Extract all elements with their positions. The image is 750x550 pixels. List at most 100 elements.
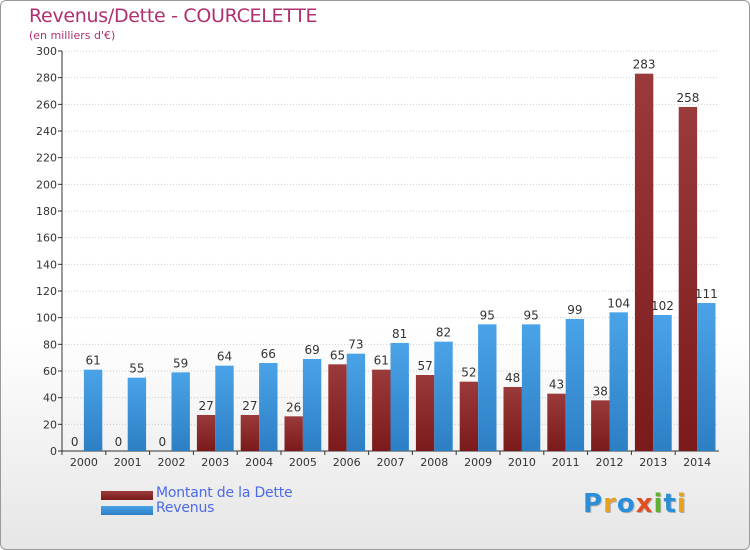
legend-label-revenue: Revenus xyxy=(156,500,215,516)
bar-revenue xyxy=(302,359,322,451)
data-label-revenue: 61 xyxy=(85,354,100,368)
data-label-revenue: 64 xyxy=(217,350,232,364)
y-tick-label: 140 xyxy=(36,258,57,271)
bar-revenue xyxy=(609,312,628,451)
bar-revenue xyxy=(346,353,366,451)
logo-letter: i xyxy=(653,489,664,519)
x-tick-label: 2013 xyxy=(639,456,667,469)
x-tick-label: 2008 xyxy=(420,456,448,469)
legend-swatch-debt xyxy=(101,491,153,500)
bar-revenue xyxy=(697,303,716,451)
y-tick-label: 0 xyxy=(50,445,57,458)
bar-debt xyxy=(240,415,260,451)
bar-revenue xyxy=(215,365,234,451)
y-tick-label: 40 xyxy=(43,392,57,405)
y-tick-label: 220 xyxy=(36,152,57,165)
data-label-debt: 52 xyxy=(461,366,476,380)
data-label-revenue: 59 xyxy=(173,356,188,370)
x-tick-label: 2014 xyxy=(683,456,711,469)
data-label-debt: 26 xyxy=(286,400,301,414)
bar-debt xyxy=(459,381,479,451)
logo-letter: P xyxy=(583,489,604,519)
x-tick-label: 2004 xyxy=(245,456,273,469)
bar-revenue xyxy=(565,319,585,451)
data-label-revenue: 95 xyxy=(480,308,495,322)
data-label-debt: 27 xyxy=(198,399,213,413)
bar-revenue xyxy=(390,343,409,451)
bar-revenue xyxy=(127,377,147,451)
bar-debt xyxy=(196,415,216,451)
data-label-debt: 61 xyxy=(374,354,389,368)
data-label-debt: 0 xyxy=(115,435,123,449)
data-label-revenue: 55 xyxy=(129,362,144,376)
logo-letter: x xyxy=(635,489,654,519)
bar-revenue xyxy=(478,324,497,451)
y-tick-label: 80 xyxy=(43,338,57,351)
data-label-debt: 43 xyxy=(549,378,564,392)
y-tick-label: 200 xyxy=(36,178,57,191)
data-label-debt: 48 xyxy=(505,371,520,385)
data-label-debt: 27 xyxy=(242,399,257,413)
x-tick-label: 2012 xyxy=(596,456,624,469)
x-tick-label: 2009 xyxy=(464,456,492,469)
logo-letter: r xyxy=(603,489,617,519)
y-tick-label: 260 xyxy=(36,98,57,111)
bar-revenue xyxy=(171,372,190,451)
bar-revenue xyxy=(434,341,453,451)
x-tick-label: 2003 xyxy=(201,456,229,469)
logo-letter: t xyxy=(663,489,677,519)
data-label-revenue: 66 xyxy=(261,347,276,361)
data-label-debt: 38 xyxy=(593,384,608,398)
data-label-revenue: 104 xyxy=(607,296,630,310)
y-tick-label: 180 xyxy=(36,205,57,218)
bar-debt xyxy=(591,400,610,451)
x-tick-label: 2002 xyxy=(158,456,186,469)
bar-debt xyxy=(547,393,566,451)
legend-swatch-revenue xyxy=(101,506,153,515)
legend-label-debt: Montant de la Dette xyxy=(156,485,293,501)
bar-debt xyxy=(678,107,698,451)
chart-subtitle: (en milliers d'€) xyxy=(29,29,116,42)
bar-debt xyxy=(328,364,347,451)
x-tick-label: 2001 xyxy=(114,456,142,469)
x-tick-label: 2000 xyxy=(70,456,98,469)
data-label-revenue: 69 xyxy=(304,343,319,357)
data-label-debt: 0 xyxy=(158,435,166,449)
bar-debt xyxy=(634,73,654,452)
data-label-revenue: 82 xyxy=(436,326,451,340)
bar-revenue xyxy=(83,369,103,451)
data-label-revenue: 81 xyxy=(392,327,407,341)
chart-title: Revenus/Dette - COURCELETTE xyxy=(29,5,318,27)
data-label-debt: 65 xyxy=(330,348,345,362)
bar-debt xyxy=(415,375,435,451)
y-tick-label: 20 xyxy=(43,418,57,431)
bar-debt xyxy=(503,387,522,451)
data-label-revenue: 102 xyxy=(651,299,674,313)
x-tick-label: 2011 xyxy=(552,456,580,469)
y-tick-label: 100 xyxy=(36,312,57,325)
bar-revenue xyxy=(521,324,541,451)
data-label-revenue: 111 xyxy=(695,287,718,301)
y-tick-label: 240 xyxy=(36,125,57,138)
y-tick-label: 120 xyxy=(36,285,57,298)
y-tick-label: 60 xyxy=(43,365,57,378)
y-tick-label: 280 xyxy=(36,72,57,85)
y-tick-label: 160 xyxy=(36,232,57,245)
data-label-revenue: 99 xyxy=(567,303,582,317)
bar-debt xyxy=(284,416,303,451)
data-label-revenue: 95 xyxy=(523,308,538,322)
x-tick-label: 2005 xyxy=(289,456,317,469)
proxiti-logo: Proxiti xyxy=(583,489,687,519)
data-label-debt: 0 xyxy=(71,435,79,449)
bar-revenue xyxy=(653,315,672,451)
data-label-debt: 258 xyxy=(676,91,699,105)
x-tick-label: 2010 xyxy=(508,456,536,469)
x-tick-label: 2007 xyxy=(377,456,405,469)
logo-letter: o xyxy=(616,489,636,519)
data-label-debt: 57 xyxy=(417,359,432,373)
x-tick-label: 2006 xyxy=(333,456,361,469)
logo-letter: i xyxy=(676,489,687,519)
data-label-revenue: 73 xyxy=(348,338,363,352)
